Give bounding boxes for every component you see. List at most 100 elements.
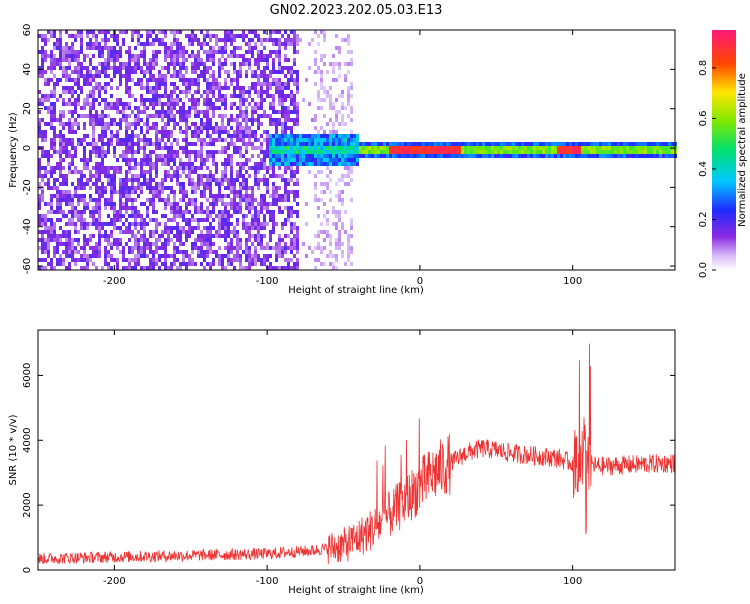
spectrogram-cell: [284, 234, 287, 238]
spectrogram-cell: [263, 218, 266, 222]
spectrogram-cell: [494, 142, 497, 146]
spectrogram-cell: [44, 50, 47, 54]
spectrogram-cell: [488, 146, 491, 150]
spectrogram-cell: [233, 70, 236, 74]
spectrogram-cell: [254, 250, 257, 254]
spectrogram-cell: [245, 222, 248, 226]
spectrogram-cell: [41, 58, 44, 62]
spectrogram-cell: [83, 162, 86, 166]
spectrogram-cell: [161, 186, 164, 190]
spectrogram-cell: [296, 266, 299, 270]
spectrogram-cell: [542, 150, 545, 154]
spectrogram-cell: [209, 66, 212, 70]
spectrogram-cell: [98, 174, 101, 178]
spectrogram-cell: [44, 122, 47, 126]
spectrogram-cell: [635, 146, 638, 150]
spectrogram-cell: [335, 246, 338, 250]
spectrogram-cell: [155, 174, 158, 178]
spectrogram-cell: [239, 62, 242, 66]
spectrogram-cell: [176, 42, 179, 46]
spectrogram-cell: [341, 122, 344, 126]
spectrogram-cell: [218, 74, 221, 78]
spectrogram-cell: [245, 34, 248, 38]
spectrogram-cell: [608, 154, 611, 158]
spectrogram-cell: [44, 54, 47, 58]
spectrogram-cell: [296, 118, 299, 122]
spectrogram-cell: [278, 122, 281, 126]
spectrogram-cell: [125, 122, 128, 126]
spectrogram-cell: [326, 150, 329, 154]
spectrogram-cell: [179, 66, 182, 70]
spectrogram-cell: [41, 54, 44, 58]
spectrogram-cell: [143, 86, 146, 90]
spectrogram-cell: [59, 158, 62, 162]
spectrogram-cell: [251, 218, 254, 222]
spectrogram-cell: [308, 170, 311, 174]
spectrogram-cell: [80, 178, 83, 182]
spectrogram-cell: [338, 138, 341, 142]
spectrogram-cell: [158, 138, 161, 142]
spectrogram-cell: [77, 70, 80, 74]
spectrogram-cell: [41, 94, 44, 98]
spectrogram-cell: [56, 194, 59, 198]
spectrogram-cell: [50, 154, 53, 158]
spectrogram-cell: [62, 58, 65, 62]
spectrogram-cell: [230, 78, 233, 82]
spectrogram-cell: [194, 246, 197, 250]
spectrogram-cell: [74, 238, 77, 242]
spectrogram-cell: [53, 102, 56, 106]
spectrogram-cell: [164, 154, 167, 158]
spectrogram-cell: [635, 142, 638, 146]
spectrogram-cell: [167, 230, 170, 234]
spectrogram-cell: [245, 90, 248, 94]
spectrogram-cell: [347, 234, 350, 238]
spectrogram-cell: [98, 218, 101, 222]
spectrogram-cell: [167, 174, 170, 178]
spectrogram-cell: [197, 150, 200, 154]
spectrogram-cell: [419, 150, 422, 154]
spectrogram-cell: [77, 78, 80, 82]
spectrogram-cell: [71, 86, 74, 90]
spectrogram-cell: [86, 66, 89, 70]
spectrogram-cell: [206, 94, 209, 98]
spectrogram-cell: [242, 186, 245, 190]
spectrogram-cell: [413, 154, 416, 158]
spectrogram-cell: [212, 218, 215, 222]
spectrogram-cell: [212, 262, 215, 266]
spectrogram-cell: [38, 90, 41, 94]
spectrogram-cell: [161, 94, 164, 98]
spectrogram-cell: [131, 178, 134, 182]
spectrogram-cell: [41, 38, 44, 42]
spectrogram-cell: [281, 106, 284, 110]
spectrogram-cell: [83, 146, 86, 150]
spectrogram-cell: [194, 154, 197, 158]
spectrogram-cell: [248, 86, 251, 90]
spectrogram-cell: [107, 46, 110, 50]
spectrogram-cell: [143, 266, 146, 270]
spectrogram-cell: [227, 30, 230, 34]
spectrogram-cell: [56, 262, 59, 266]
spectrogram-cell: [185, 138, 188, 142]
spectrogram-cell: [200, 70, 203, 74]
spectrogram-cell: [62, 90, 65, 94]
spectrogram-cell: [74, 258, 77, 262]
spectrogram-cell: [83, 138, 86, 142]
spectrogram-cell: [116, 226, 119, 230]
spectrogram-cell: [206, 238, 209, 242]
spectrogram-cell: [53, 94, 56, 98]
spectrogram-cell: [62, 50, 65, 54]
spectrogram-cell: [107, 214, 110, 218]
spectrogram-cell: [233, 46, 236, 50]
spectrogram-cell: [143, 102, 146, 106]
spectrogram-cell: [305, 78, 308, 82]
spectrogram-cell: [86, 262, 89, 266]
spectrogram-cell: [527, 142, 530, 146]
spectrogram-cell: [95, 114, 98, 118]
spectrogram-cell: [260, 98, 263, 102]
spectrogram-cell: [152, 234, 155, 238]
spectrogram-cell: [131, 222, 134, 226]
spectrogram-cell: [191, 178, 194, 182]
snr-plot-area: [37, 343, 676, 565]
spectrogram-cell: [233, 130, 236, 134]
spectrogram-cell: [200, 58, 203, 62]
